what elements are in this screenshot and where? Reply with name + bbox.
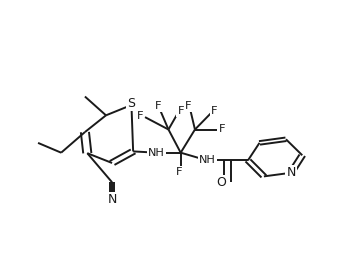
- Text: F: F: [211, 106, 217, 117]
- Text: F: F: [137, 111, 143, 121]
- Text: N: N: [286, 166, 296, 179]
- Text: F: F: [154, 101, 161, 111]
- Text: NH: NH: [148, 148, 165, 158]
- Text: F: F: [185, 101, 192, 111]
- Text: S: S: [128, 97, 135, 110]
- Text: N: N: [107, 193, 117, 206]
- Text: F: F: [176, 167, 182, 177]
- Text: O: O: [217, 176, 226, 189]
- Text: NH: NH: [199, 155, 216, 166]
- Text: F: F: [219, 124, 226, 134]
- Text: F: F: [177, 106, 184, 117]
